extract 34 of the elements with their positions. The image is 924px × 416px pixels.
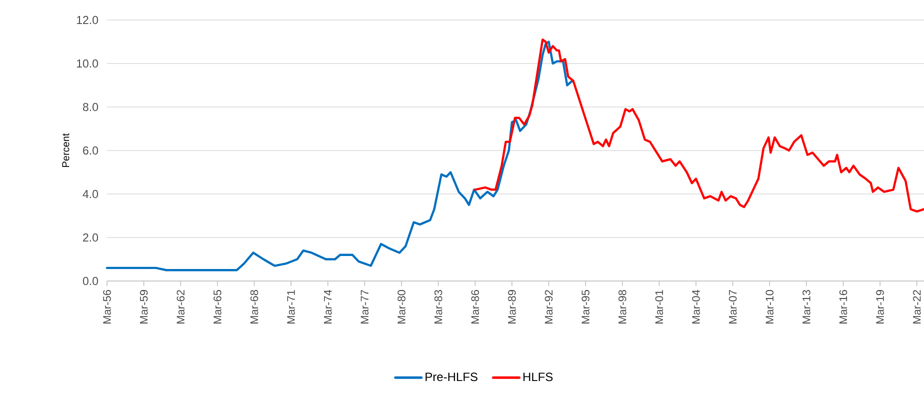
x-tick-label: Mar-86 — [471, 290, 480, 324]
x-tick-label: Mar-98 — [618, 290, 626, 324]
x-tick-label: Mar-68 — [250, 290, 258, 324]
x-tick-label: Mar-56 — [103, 290, 111, 324]
x-tick-label: Mar-92 — [544, 290, 553, 324]
y-tick-label: 10.0 — [76, 59, 98, 68]
x-tick-label: Mar-89 — [508, 290, 516, 324]
y-tick-label: 2.0 — [83, 233, 98, 242]
y-tick-label: 6.0 — [83, 146, 98, 155]
x-tick-label: Mar-74 — [324, 290, 332, 324]
legend-label: HLFS — [523, 372, 553, 382]
y-tick-label: 4.0 — [82, 190, 98, 198]
legend-label: Pre-HLFS — [426, 372, 478, 382]
x-tick-label: Mar-83 — [434, 290, 442, 324]
x-tick-label: Mar-10 — [766, 290, 774, 324]
x-tick-label: Mar-13 — [802, 290, 810, 324]
x-tick-label: Mar-71 — [287, 290, 295, 324]
x-tick-label: Mar-04 — [692, 290, 700, 324]
x-tick-label: Mar-07 — [728, 290, 737, 324]
x-tick-label: Mar-16 — [839, 290, 848, 324]
y-tick-label: 12.0 — [76, 16, 98, 24]
y-axis-title: Percent — [62, 133, 70, 167]
x-tick-label: Mar-59 — [140, 290, 148, 324]
x-tick-label: Mar-95 — [582, 290, 590, 324]
x-tick-label: Mar-65 — [214, 290, 222, 324]
y-tick-label: 0.0 — [82, 276, 98, 286]
y-tick-label: 8.0 — [82, 102, 98, 112]
x-tick-label: Mar-22 — [912, 290, 921, 324]
line-series — [474, 38, 924, 212]
x-tick-label: Mar-62 — [176, 290, 185, 324]
x-tick-label: Mar-77 — [360, 290, 369, 324]
x-tick-label: Mar-80 — [398, 290, 406, 324]
x-tick-label: Mar-19 — [876, 290, 884, 324]
x-tick-label: Mar-01 — [655, 290, 664, 324]
